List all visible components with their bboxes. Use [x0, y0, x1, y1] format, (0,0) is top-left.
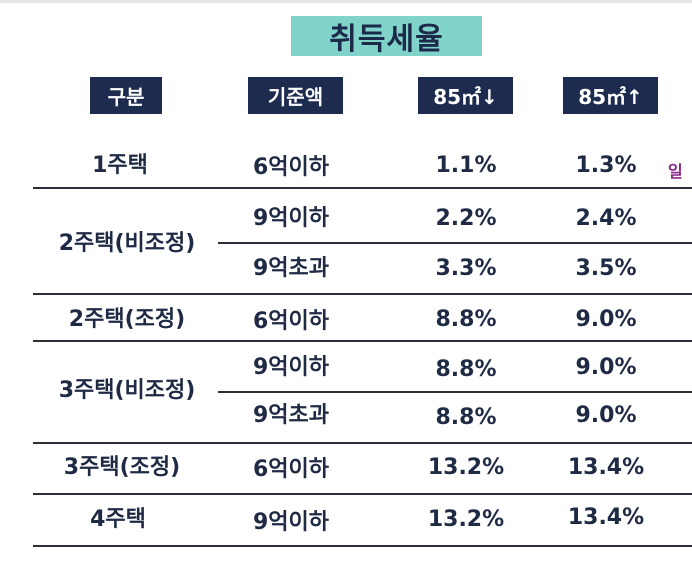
row-1-amount: 6억이하 [252, 155, 330, 180]
row-6-over-85: 9.0% [575, 403, 637, 428]
row-3-over-85: 3.5% [575, 256, 637, 281]
row-1-category: 1주택 [92, 153, 148, 178]
row-4-category: 2주택(조정) [68, 307, 186, 332]
header-under-85: 85㎡↓ [418, 77, 513, 114]
row-1-over-85: 1.3% [575, 153, 637, 178]
row-4-under-85: 8.8% [435, 307, 497, 332]
row-1-under-85: 1.1% [435, 153, 497, 178]
row-4-amount: 6억이하 [252, 309, 330, 334]
row-3-amount: 9억초과 [252, 256, 330, 281]
row-divider [218, 391, 692, 393]
row-divider [33, 340, 692, 342]
row-5-category: 3주택(비조정) [58, 378, 196, 403]
row-divider [33, 545, 692, 547]
row-4-over-85: 9.0% [575, 307, 637, 332]
row-7-amount: 6억이하 [252, 457, 330, 482]
row-5-amount: 9억이하 [252, 355, 330, 380]
row-6-under-85: 8.8% [435, 405, 497, 430]
row-8-amount: 9억이하 [252, 510, 330, 535]
header-category: 구분 [90, 77, 162, 114]
row-2-amount: 9억이하 [252, 206, 330, 231]
row-7-over-85: 13.4% [567, 455, 645, 480]
row-divider [33, 187, 692, 189]
side-note: 일 [668, 162, 683, 181]
row-2-over-85: 2.4% [575, 206, 637, 231]
row-8-under-85: 13.2% [427, 507, 505, 532]
row-5-under-85: 8.8% [435, 357, 497, 382]
row-divider [218, 242, 692, 244]
row-2-under-85: 2.2% [435, 206, 497, 231]
row-6-amount: 9억초과 [252, 403, 330, 428]
row-divider [33, 293, 692, 295]
row-3-under-85: 3.3% [435, 256, 497, 281]
row-2-category: 2주택(비조정) [58, 231, 196, 256]
row-7-under-85: 13.2% [427, 455, 505, 480]
header-over-85: 85㎡↑ [563, 77, 658, 114]
row-7-category: 3주택(조정) [63, 455, 181, 480]
row-8-category: 4주택 [90, 507, 146, 532]
row-divider [33, 493, 692, 495]
row-8-over-85: 13.4% [567, 505, 645, 530]
header-base-amount: 기준액 [248, 77, 343, 114]
row-divider [33, 442, 692, 444]
page-title: 취득세율 [291, 16, 482, 57]
row-5-over-85: 9.0% [575, 355, 637, 380]
top-border [0, 0, 692, 3]
